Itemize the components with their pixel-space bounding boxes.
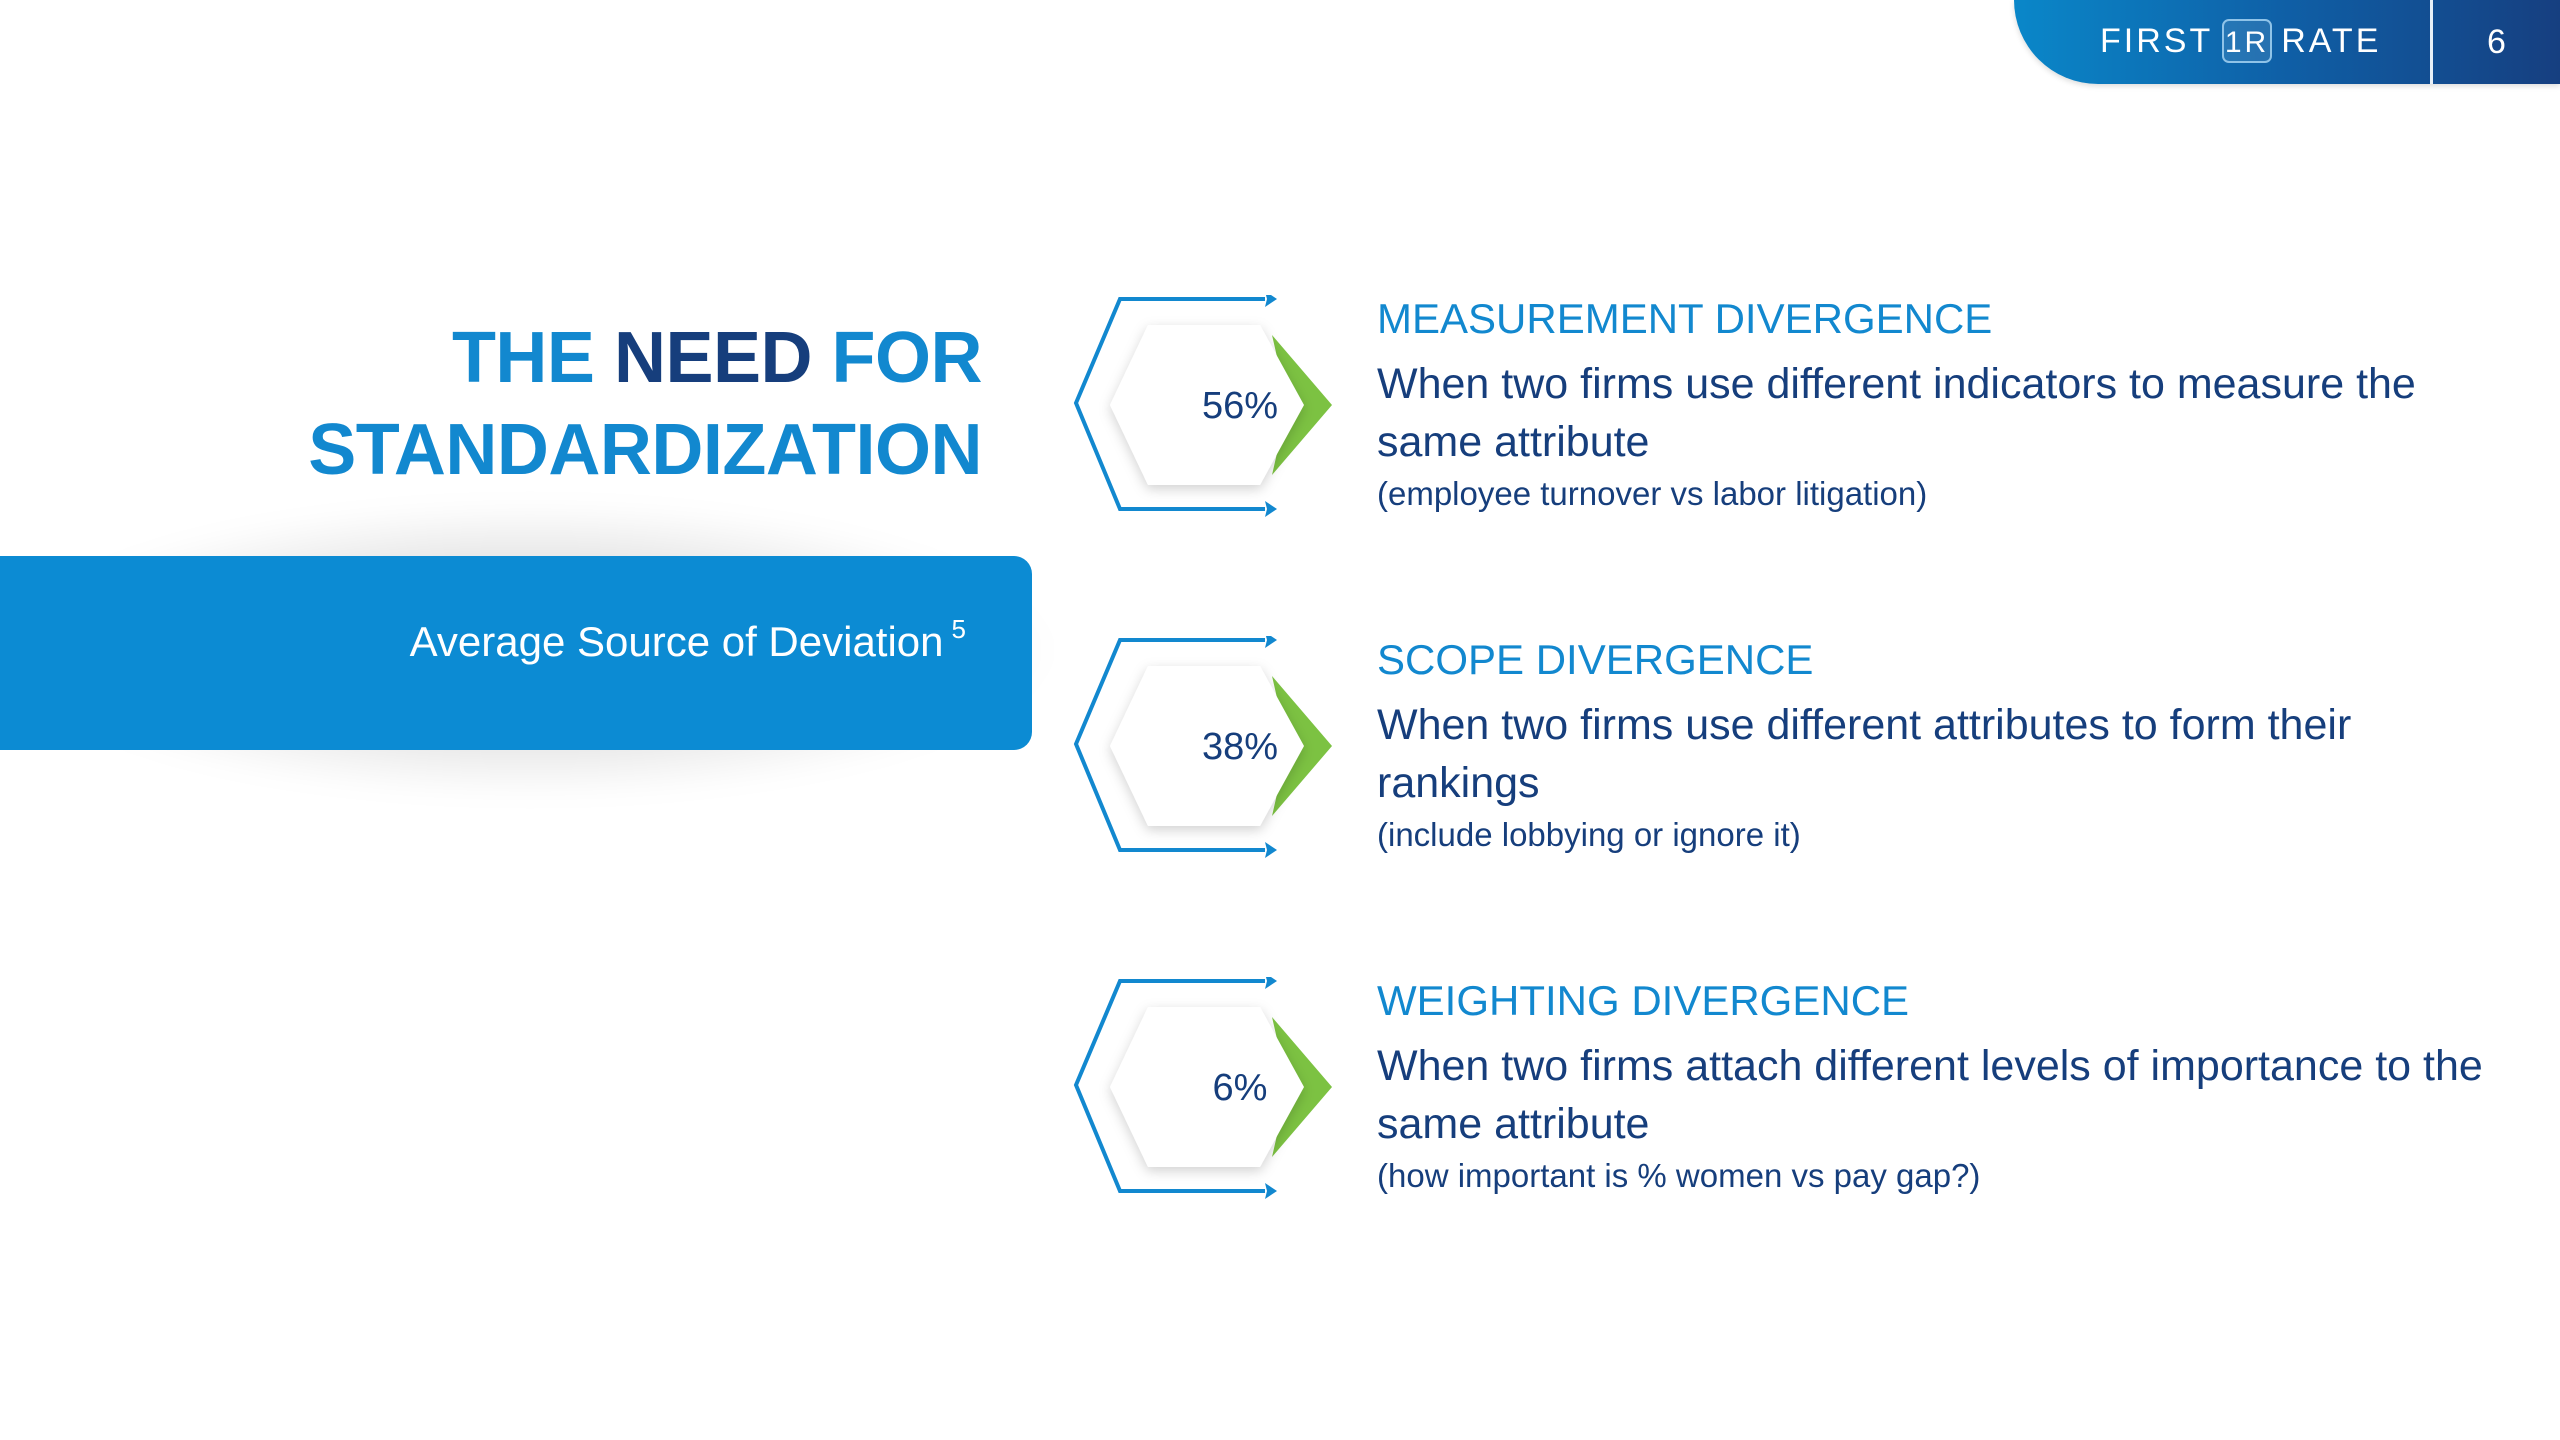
brand-name-rate: RATE (2281, 21, 2382, 60)
hexagon-icon (1073, 977, 1332, 1199)
header-divider (2430, 0, 2433, 84)
brand-name-first: FIRST (2100, 21, 2214, 60)
bar-label-text: Average Source of Deviation (409, 618, 944, 665)
section-bar (0, 556, 1032, 750)
title-word-the: THE (451, 318, 595, 398)
item-note: (include lobbying or ignore it) (1377, 816, 1801, 853)
item-title: MEASUREMENT DIVERGENCE (1377, 295, 1993, 342)
percent-value: 6% (1212, 1067, 1268, 1109)
item-description: When two firms use different indicators … (1377, 360, 2416, 466)
title-line-2: STANDARDIZATION (308, 410, 982, 490)
divergence-item-scope: 38% SCOPE DIVERGENCE When two firms use … (1070, 636, 2520, 876)
item-description: When two firms use different attributes … (1377, 701, 2352, 807)
hexagon-icon (1073, 295, 1332, 517)
title-word-for: FOR (831, 318, 983, 398)
header-brand-tab (2014, 0, 2560, 84)
title-word-need: NEED (613, 318, 813, 398)
divergence-item-measurement: 56% MEASUREMENT DIVERGENCE When two firm… (1070, 295, 2520, 535)
brand-mark-icon: 1R (2221, 18, 2273, 64)
item-description: When two firms attach different levels o… (1377, 1042, 2483, 1148)
percent-value: 56% (1201, 385, 1279, 427)
item-note: (employee turnover vs labor litigation) (1377, 475, 1928, 512)
footnote-marker: 5 (951, 614, 966, 644)
divergence-item-weighting: 6% WEIGHTING DIVERGENCE When two firms a… (1070, 977, 2520, 1217)
brand-mark-text: 1R (2225, 26, 2269, 59)
page-title: THE NEED FOR STANDARDIZATION (308, 312, 982, 496)
brand-logo: FIRST 1R RATE (2100, 18, 2381, 64)
page-number: 6 (2487, 22, 2506, 61)
brand-mark-svg: 1R (2222, 19, 2273, 63)
item-title: WEIGHTING DIVERGENCE (1377, 977, 1910, 1024)
percent-value: 38% (1201, 726, 1279, 768)
item-note: (how important is % women vs pay gap?) (1377, 1157, 1981, 1194)
item-title: SCOPE DIVERGENCE (1377, 636, 1814, 683)
bar-label: Average Source of Deviation 5 (409, 614, 966, 666)
hexagon-icon (1073, 636, 1332, 858)
title-line-1: THE NEED FOR (308, 312, 983, 404)
